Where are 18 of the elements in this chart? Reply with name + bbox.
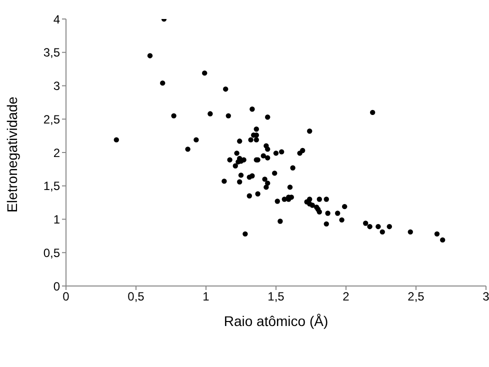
x-tick-label: 3 — [482, 290, 489, 304]
y-tick-label: 2 — [53, 146, 60, 160]
x-tick-label: 1,5 — [268, 290, 285, 304]
x-tick-label: 0 — [62, 290, 70, 304]
y-tick-label: 1 — [53, 212, 60, 227]
y-tick-label: 0 — [53, 279, 60, 294]
x-tick-label: 0,5 — [128, 290, 145, 304]
y-tick-label: 3,5 — [43, 46, 60, 60]
x-tick-label: 1 — [202, 290, 210, 304]
y-tick-label: 2,5 — [43, 112, 60, 126]
y-tick-label: 0,5 — [43, 246, 60, 260]
y-tick-label: 3 — [53, 79, 60, 94]
y-tick-label: 4 — [53, 12, 60, 26]
y-tick-label: 1,5 — [43, 179, 60, 194]
x-tick-label: 2 — [342, 290, 350, 304]
x-axis-title: Raio atômico (Å) — [224, 313, 328, 329]
x-tick-label: 2,5 — [408, 290, 425, 304]
y-axis-title: Eletronegatividade — [4, 96, 20, 212]
